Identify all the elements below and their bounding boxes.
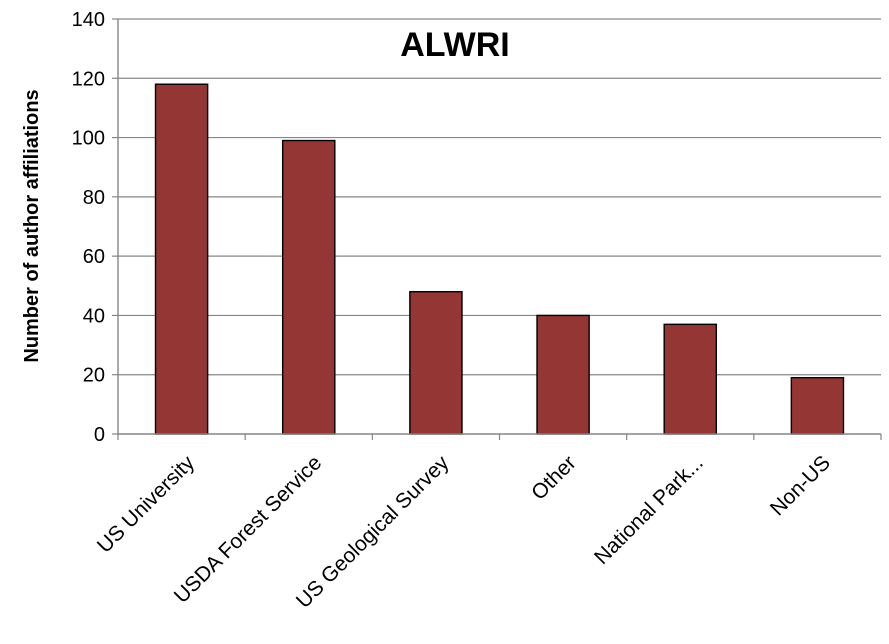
bars xyxy=(154,83,845,435)
y-tick-label: 0 xyxy=(94,424,105,446)
y-tick-label: 100 xyxy=(72,128,105,150)
bar-2 xyxy=(409,291,463,435)
y-tick-label: 40 xyxy=(83,305,105,327)
x-tick-label: Other xyxy=(527,451,580,504)
axes xyxy=(117,19,881,435)
x-tick-label: National Park... xyxy=(590,451,708,569)
x-tick-label: US University xyxy=(93,451,200,558)
gridlines xyxy=(118,18,881,376)
bar-5 xyxy=(790,376,845,435)
bar-4 xyxy=(663,323,718,435)
chart-title: ALWRI xyxy=(400,26,510,64)
y-tick-label: 140 xyxy=(72,9,105,31)
bar-1 xyxy=(281,139,336,435)
y-tick-label: 120 xyxy=(72,68,105,90)
y-tick-label: 80 xyxy=(83,187,105,209)
bar-3 xyxy=(536,314,590,435)
y-tick-labels: 0 20 40 60 80 100 120 140 xyxy=(72,9,118,446)
x-tick-label: Non-US xyxy=(766,451,835,520)
bar-0 xyxy=(154,83,209,435)
y-tick-label: 60 xyxy=(83,246,105,268)
y-axis-title: Number of author affiliations xyxy=(21,89,43,362)
y-tick-label: 20 xyxy=(83,365,105,387)
